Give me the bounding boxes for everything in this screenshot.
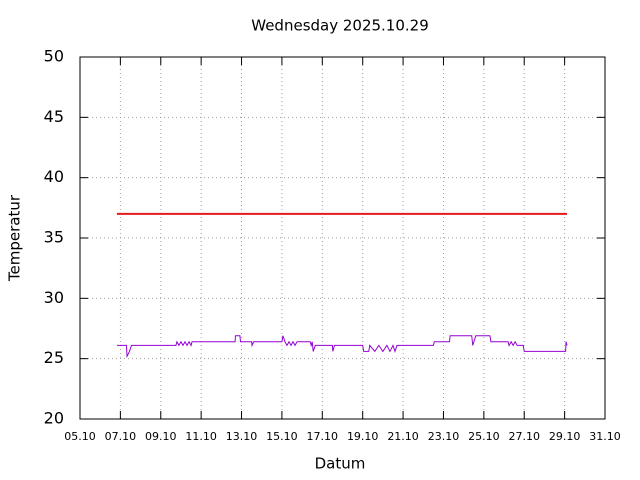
data-line (116, 335, 568, 359)
y-tick-label: 25 (44, 348, 64, 367)
x-tick-label: 07.10 (105, 430, 137, 443)
x-tick-label: 21.10 (387, 430, 419, 443)
y-axis-label: Temperatur (6, 194, 24, 282)
y-tick-label: 40 (44, 167, 64, 186)
x-tick-label: 31.10 (589, 430, 621, 443)
x-tick-label: 09.10 (145, 430, 177, 443)
x-tick-label: 19.10 (347, 430, 379, 443)
y-tick-label: 50 (44, 47, 64, 66)
chart-title: Wednesday 2025.10.29 (251, 17, 429, 35)
x-tick-label: 13.10 (226, 430, 258, 443)
y-tick-label: 30 (44, 288, 64, 307)
x-tick-label: 05.10 (64, 430, 96, 443)
plot-frame (79, 56, 606, 420)
y-tick-label: 20 (44, 409, 64, 428)
y-tick-label: 35 (44, 228, 64, 247)
x-tick-label: 11.10 (185, 430, 217, 443)
x-tick-label: 27.10 (508, 430, 540, 443)
y-tick-label: 45 (44, 107, 64, 126)
x-tick-label: 17.10 (307, 430, 339, 443)
x-tick-label: 25.10 (468, 430, 500, 443)
x-tick-label: 15.10 (266, 430, 298, 443)
x-axis-label: Datum (315, 455, 366, 473)
x-tick-label: 23.10 (428, 430, 460, 443)
x-tick-label: 29.10 (549, 430, 581, 443)
